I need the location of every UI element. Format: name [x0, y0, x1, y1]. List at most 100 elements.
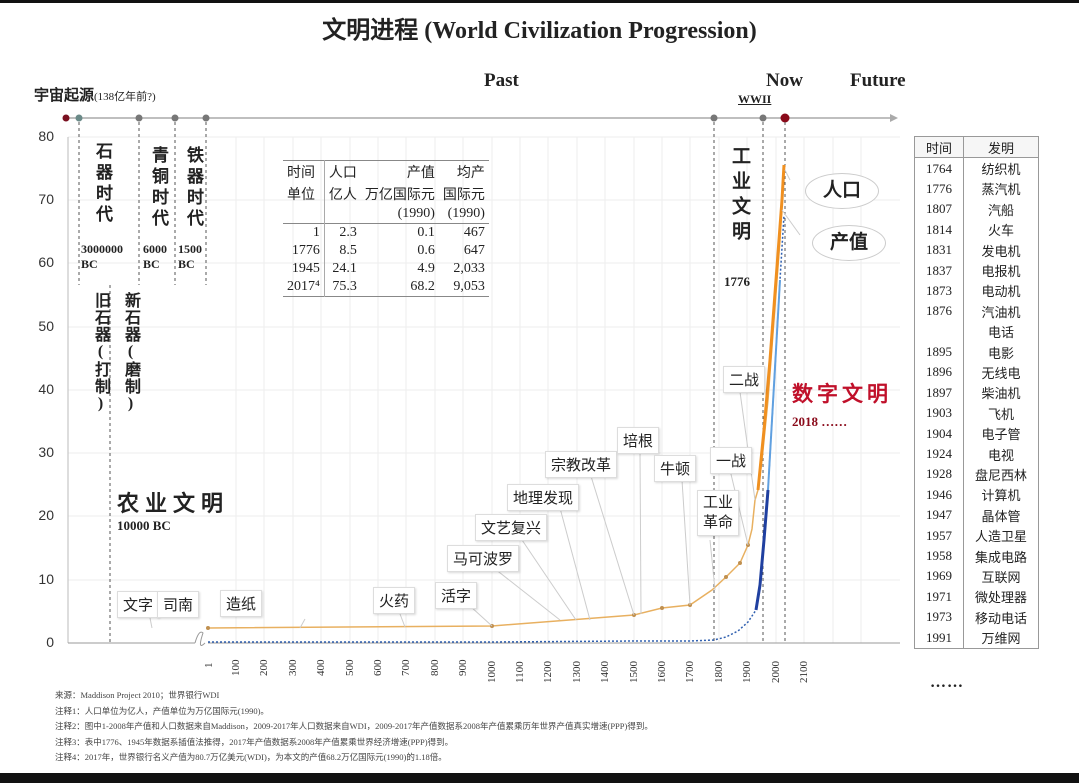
stats-unit: 国际元 [442, 188, 485, 203]
stats-cell: 68.2 [410, 279, 435, 294]
y-tick-30: 30 [38, 444, 54, 460]
x-tick: 800 [429, 659, 441, 677]
stats-unit-row: (1990) (1990) [283, 205, 489, 224]
stone-age-date: 3000000 BC [81, 242, 123, 271]
year-cell: 1903 [926, 405, 952, 421]
event-callout: 马可波罗 [447, 545, 520, 572]
table-row: 1973 移动电话 [915, 606, 1039, 628]
stats-cell: 1776 [283, 242, 325, 260]
year-cell: 1957 [926, 527, 952, 543]
x-tick: 900 [457, 659, 469, 677]
invention-cell: 盘尼西林 [963, 464, 1039, 485]
x-tick: 1200 [542, 661, 554, 683]
invention-cell: 互联网 [963, 566, 1039, 587]
x-tick: 2100 [798, 661, 810, 683]
table-row: 1776 蒸汽机 [915, 178, 1039, 200]
event-callout: 培根 [617, 427, 660, 454]
table-row: 1903 飞机 [915, 403, 1039, 424]
event-callout: 一战 [710, 447, 753, 474]
y-tick-40: 40 [38, 381, 54, 397]
stats-cell: 4.9 [417, 261, 435, 276]
y-tick-70: 70 [38, 191, 54, 207]
iron-age-date: 1500 BC [178, 242, 202, 271]
invention-cell: 电影 [963, 341, 1039, 363]
table-row: 1957 人造卫星 [915, 525, 1039, 546]
table-row: 1895 电影 [915, 341, 1039, 363]
table-row: 1807 汽船 [915, 199, 1039, 220]
year-cell: 1946 [926, 486, 952, 502]
top-border [0, 0, 1079, 3]
paleolithic-label: 旧石器(打制) [92, 292, 109, 413]
timeline-arrow-icon [890, 114, 898, 122]
stats-cell: 1945 [283, 260, 325, 278]
x-tick: 500 [344, 659, 356, 677]
x-tick: 700 [400, 659, 412, 677]
table-row: 1831 发电机 [915, 239, 1039, 261]
invention-cell: 电话 [963, 321, 1039, 342]
year-cell [915, 322, 964, 342]
event-callout: 司南 [157, 591, 200, 618]
stats-unit [324, 205, 361, 224]
year-cell: 1897 [926, 384, 952, 400]
invention-cell: 万维网 [963, 627, 1039, 649]
year-cell: 1814 [926, 221, 952, 237]
x-tick: 100 [230, 659, 242, 677]
invention-cell: 飞机 [963, 403, 1039, 424]
y-tick-10: 10 [38, 571, 54, 587]
stats-cell: 2017⁴ [283, 278, 325, 297]
year-cell: 1876 [926, 303, 952, 319]
x-tick: 1400 [599, 661, 611, 683]
stats-cell: 647 [463, 243, 485, 258]
stats-cell: 2.3 [339, 225, 357, 240]
bronze-age-date: 6000 BC [143, 242, 167, 271]
y-tick-50: 50 [38, 318, 54, 334]
table-row: 2017⁴ 75.3 68.2 9,053 [283, 278, 489, 297]
invention-cell: 人造卫星 [963, 525, 1039, 546]
origin-dot [62, 114, 70, 122]
year-cell: 1973 [926, 609, 952, 625]
digital-date: 2018 …… [792, 414, 848, 429]
stats-unit: (1990) [397, 206, 435, 221]
x-tick: 1700 [684, 661, 696, 683]
year-cell: 1924 [926, 446, 952, 462]
invention-cell: 柴油机 [963, 382, 1039, 404]
event-callout: 牛顿 [654, 455, 697, 482]
y-tick-0: 0 [46, 634, 54, 650]
stats-cell: 24.1 [332, 261, 357, 276]
invention-cell: 电子管 [963, 423, 1039, 444]
table-row: 1764 纺织机 [915, 157, 1039, 179]
past-label: Past [484, 70, 519, 91]
event-callout: 宗教改革 [545, 451, 618, 478]
table-row: 电话 [915, 321, 1039, 342]
table-row: 1945 24.1 4.9 2,033 [283, 260, 489, 278]
year-cell: 1831 [926, 242, 952, 258]
stats-table: 时间 人口 产值 均产 单位 亿人 万亿国际元 国际元 (1990) (1990… [283, 160, 489, 297]
origin-note: (138亿年前?) [94, 91, 156, 103]
year-cell: 1837 [926, 262, 952, 278]
inventions-table: 时间 发明 1764 纺织机 1776 蒸汽机 1807 汽船 1814 火车 1831… [914, 136, 1039, 649]
stats-cell: 0.6 [417, 243, 435, 258]
agricultural-date: 10000 BC [117, 518, 171, 533]
year-cell: 1764 [926, 160, 952, 176]
stats-cell: 8.5 [339, 243, 357, 258]
event-callout: 地理发现 [507, 484, 580, 511]
now-label: Now [766, 70, 803, 91]
population-bubble: 人口 [805, 173, 879, 209]
x-tick: 1600 [656, 661, 668, 683]
industrial-label: 工业文明 [729, 146, 750, 246]
note-2: 注释2：图中1-2008年产值和人口数据来自Maddison，2009-2017… [55, 721, 653, 731]
source-notes: 来源：Maddison Project 2010；世界银行WDI 注释1：人口单… [55, 688, 653, 766]
x-tick: 1000 [486, 661, 498, 683]
stats-cell: 0.1 [417, 225, 435, 240]
table-row: 1837 电报机 [915, 260, 1039, 281]
event-callout: 文艺复兴 [475, 514, 548, 541]
inventions-header: 时间 [914, 136, 964, 159]
invention-cell: 微处理器 [963, 586, 1039, 607]
x-tick: 300 [287, 659, 299, 677]
digital-label: 数字文明 [792, 382, 892, 406]
year-cell: 1928 [926, 466, 952, 482]
table-row: 1947 晶体管 [915, 505, 1039, 526]
stats-header: 时间 [283, 160, 325, 183]
x-tick: 1300 [571, 661, 583, 683]
year-cell: 1971 [926, 588, 952, 604]
